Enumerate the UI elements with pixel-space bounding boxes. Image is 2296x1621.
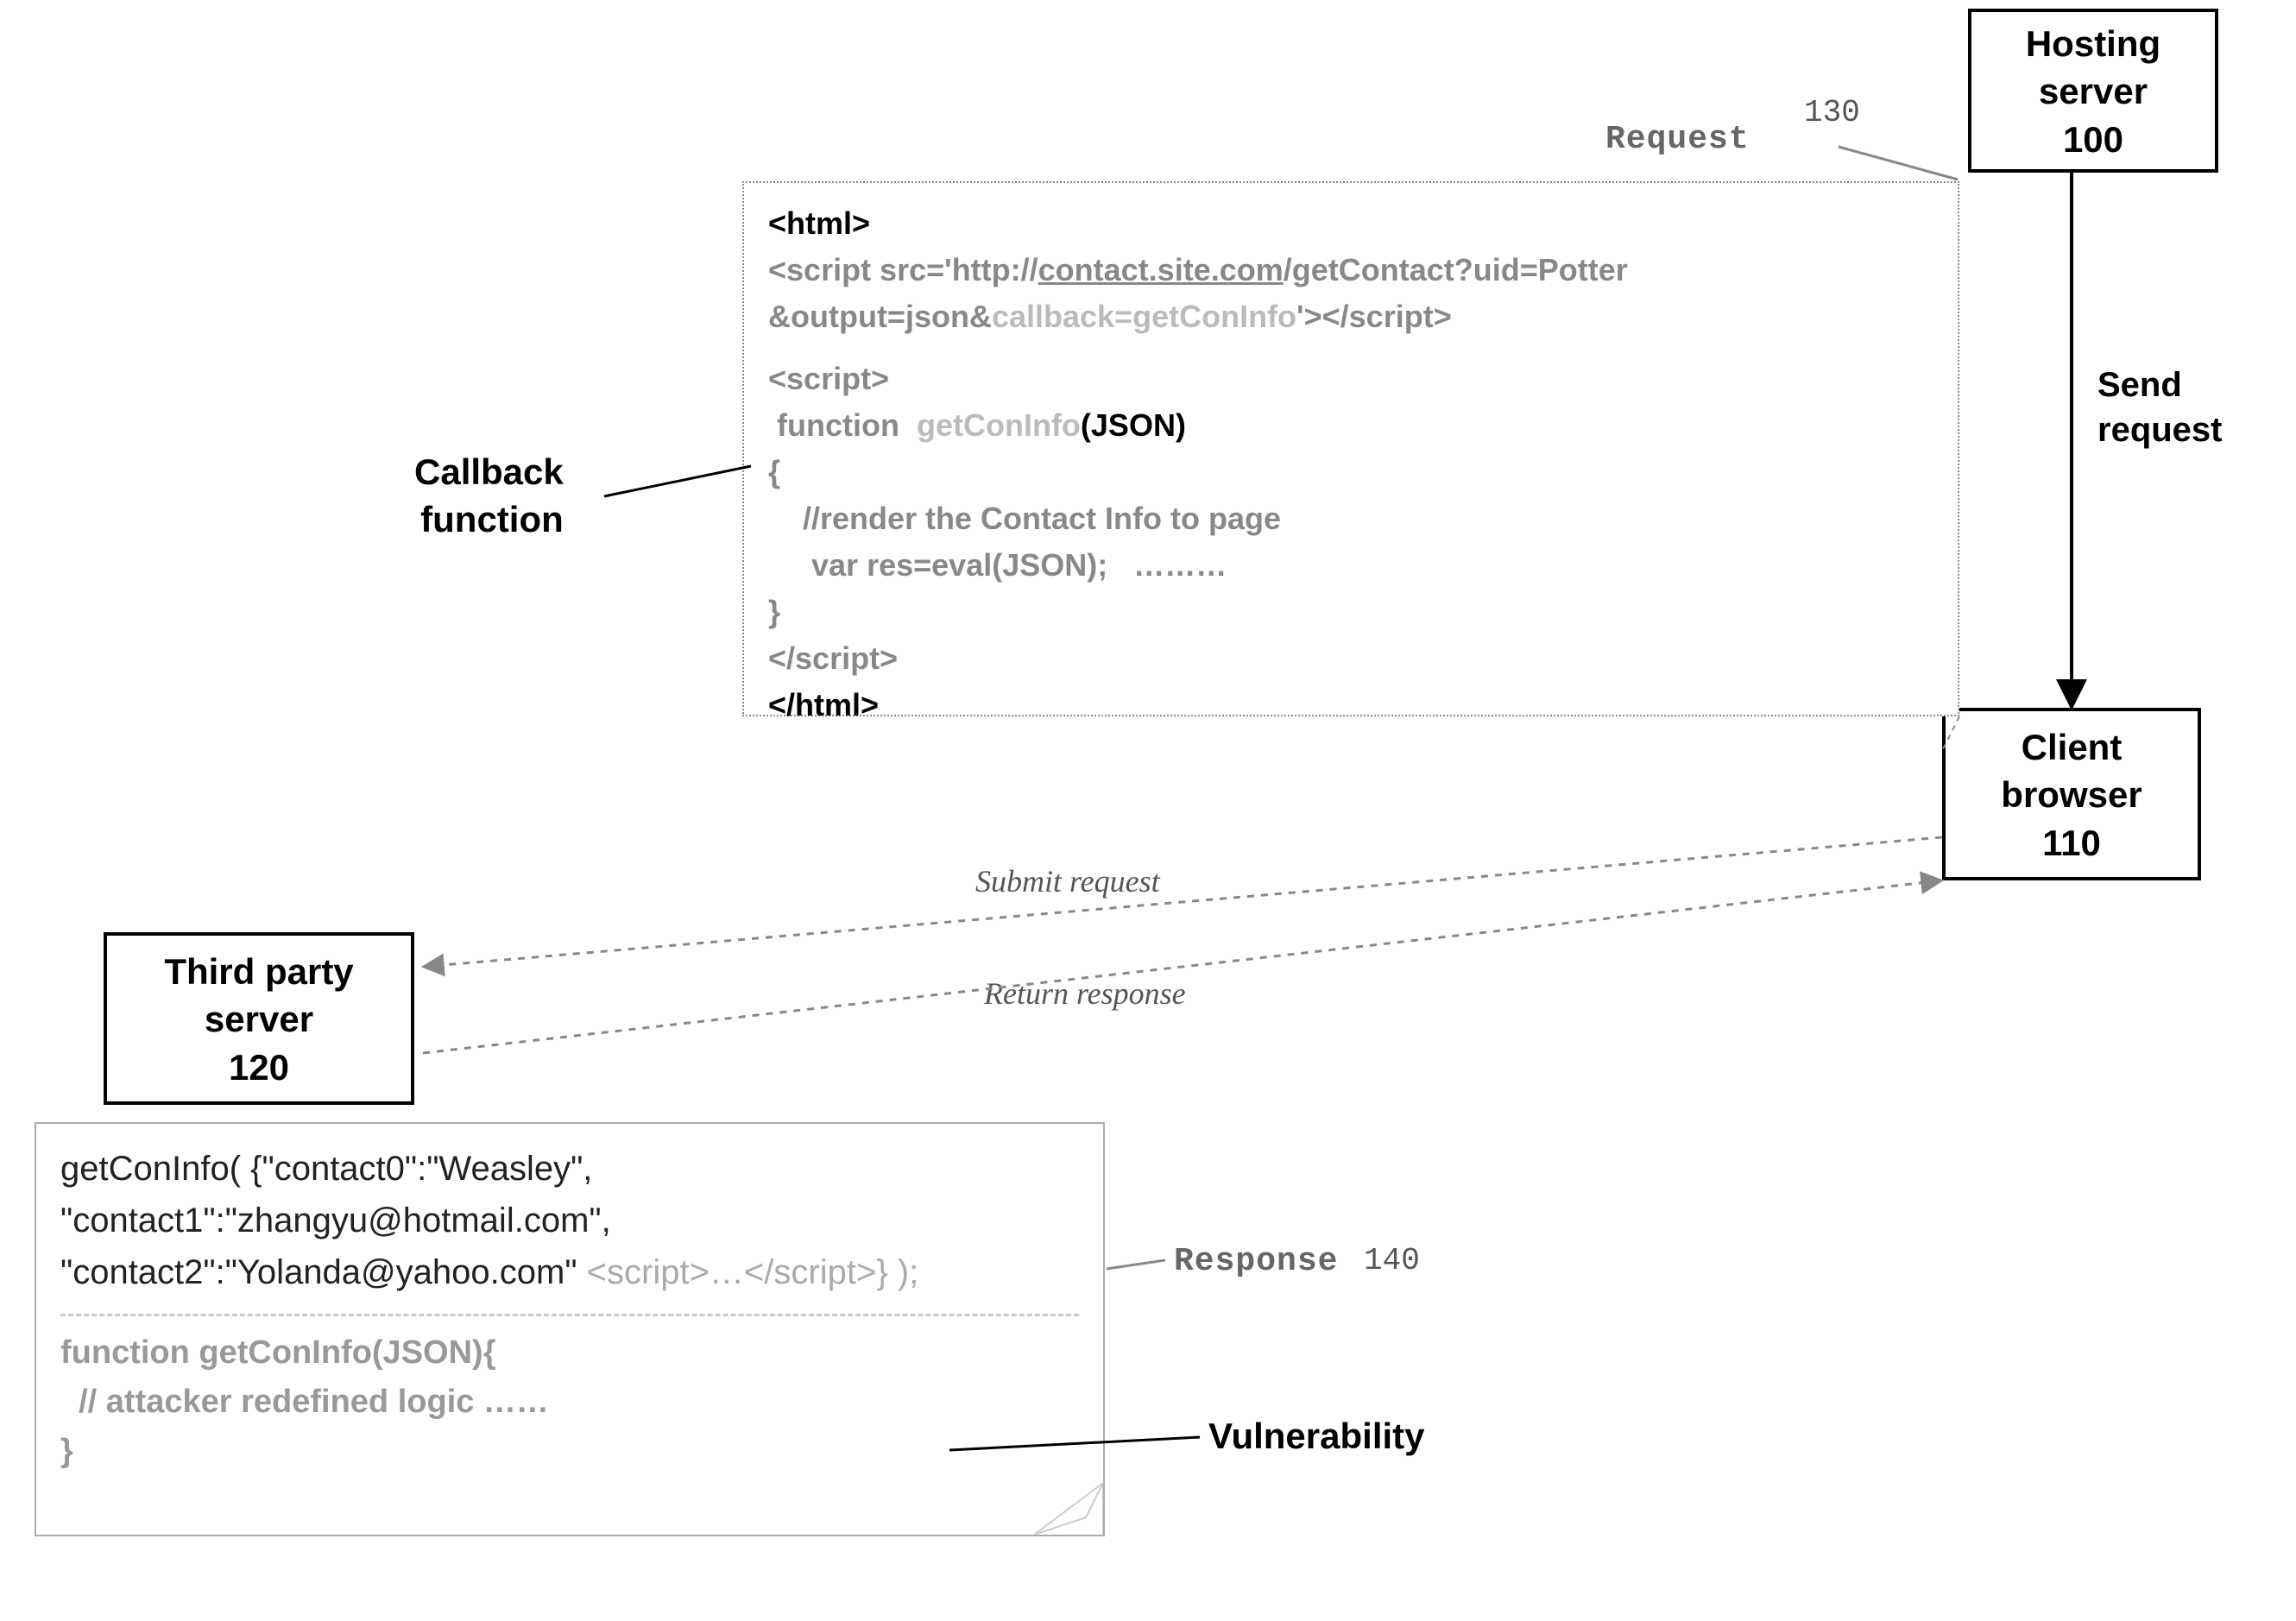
request-code-box: <html><script src='http://contact.site.c… (742, 181, 1959, 716)
label-send-request: Sendrequest (2097, 363, 2223, 452)
label-request: Request (1605, 121, 1750, 158)
leader-callback (604, 466, 751, 496)
node-third-title: Third partyserver (164, 949, 353, 1043)
label-vulnerability: Vulnerability (1208, 1416, 1425, 1457)
node-hosting-title: Hostingserver (2026, 21, 2160, 115)
node-hosting-server: Hostingserver 100 (1968, 9, 2218, 173)
arrow-submit-request (423, 837, 1942, 967)
label-response: Response (1174, 1243, 1338, 1280)
leader-response (1107, 1260, 1165, 1269)
node-third-id: 120 (229, 1047, 289, 1088)
label-submit-request: Submit request (975, 863, 1160, 899)
node-third-party: Third partyserver 120 (104, 932, 414, 1105)
label-response-id: 140 (1364, 1243, 1420, 1278)
response-divider (60, 1314, 1079, 1316)
label-callback-function: Callbackfunction (414, 449, 564, 543)
node-hosting-id: 100 (2063, 119, 2123, 161)
response-box: getConInfo( {"contact0":"Weasley","conta… (35, 1122, 1105, 1536)
label-return-response: Return response (984, 975, 1186, 1012)
diagram-root: Hostingserver 100 Clientbrowser 110 Thir… (0, 0, 2296, 1621)
response-lower: function getConInfo(JSON){ // attacker r… (60, 1328, 1079, 1476)
leader-request (1839, 147, 1958, 180)
page-fold-icon (1034, 1483, 1103, 1535)
response-upper: getConInfo( {"contact0":"Weasley","conta… (60, 1143, 1079, 1298)
label-request-id: 130 (1804, 95, 1860, 130)
node-client-id: 110 (2042, 823, 2101, 864)
arrow-return-response (423, 880, 1942, 1053)
node-client-browser: Clientbrowser 110 (1942, 708, 2201, 880)
node-client-title: Clientbrowser (2001, 724, 2141, 818)
